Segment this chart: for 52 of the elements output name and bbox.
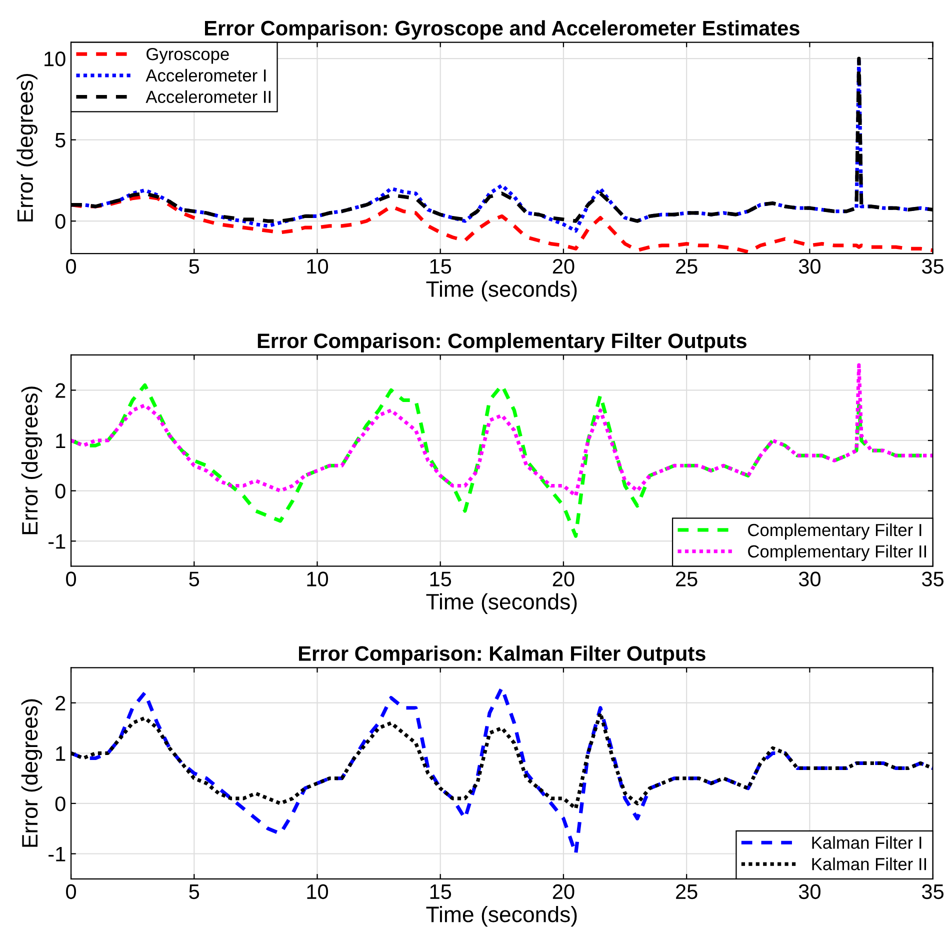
y-axis-title: Error (degrees) bbox=[21, 699, 42, 847]
x-tick-label: 10 bbox=[307, 258, 328, 274]
legend-label: Gyroscope bbox=[146, 48, 229, 64]
x-tick-label: 15 bbox=[430, 884, 452, 900]
x-tick-label: 5 bbox=[189, 259, 200, 274]
y-tick-label: 0 bbox=[55, 214, 66, 229]
legend-label: Kalman Filter II bbox=[812, 858, 926, 870]
legend-label: Accelerometer I bbox=[146, 68, 266, 82]
y-axis-title: Error (degrees) bbox=[21, 386, 42, 534]
x-tick-label: 10 bbox=[307, 884, 328, 900]
y-tick-label: 5 bbox=[55, 133, 66, 148]
legend-label: Complementary Filter II bbox=[748, 544, 926, 562]
y-tick-label: -1 bbox=[48, 846, 66, 862]
x-tick-label: 5 bbox=[189, 884, 200, 900]
chart-title: Error Comparison: Complementary Filter Outputs bbox=[258, 332, 746, 352]
x-tick-label: 25 bbox=[676, 572, 698, 586]
x-tick-label: 15 bbox=[430, 572, 452, 586]
y-tick-label: 10 bbox=[44, 52, 66, 66]
y-tick-label: 1 bbox=[56, 746, 66, 761]
x-tick-label: 30 bbox=[798, 572, 820, 586]
y-axis-title: Error (degrees) bbox=[16, 74, 38, 222]
y-tick-label: -1 bbox=[48, 534, 66, 549]
y-tick-label: 1 bbox=[56, 434, 66, 448]
x-tick-label: 0 bbox=[66, 572, 76, 586]
chart-title: Error Comparison: Gyroscope and Accelerometer Estimates bbox=[204, 20, 800, 40]
x-tick-label: 35 bbox=[922, 258, 944, 274]
y-tick-label: 0 bbox=[55, 484, 66, 499]
legend-label: Kalman Filter I bbox=[812, 836, 922, 849]
x-axis-title: Time (seconds) bbox=[426, 280, 577, 302]
x-tick-label: 20 bbox=[552, 258, 574, 274]
line-series bbox=[71, 363, 933, 498]
x-axis-title: Time (seconds) bbox=[426, 593, 577, 614]
x-tick-label: 35 bbox=[922, 884, 944, 900]
x-tick-label: 5 bbox=[189, 572, 200, 586]
x-tick-label: 10 bbox=[307, 572, 328, 586]
y-tick-label: 2 bbox=[56, 383, 66, 398]
x-axis-title: Time (seconds) bbox=[426, 906, 577, 927]
x-tick-label: 0 bbox=[66, 884, 76, 900]
y-tick-label: 2 bbox=[56, 696, 66, 710]
x-tick-label: 25 bbox=[676, 884, 698, 900]
legend-label: Complementary Filter I bbox=[748, 523, 922, 540]
x-tick-label: 15 bbox=[430, 259, 452, 274]
legend-label: Accelerometer II bbox=[146, 90, 270, 104]
x-tick-label: 20 bbox=[552, 572, 574, 586]
y-tick-label: 0 bbox=[55, 796, 66, 812]
x-tick-label: 30 bbox=[798, 884, 820, 900]
chart-title: Error Comparison: Kalman Filter Outputs bbox=[299, 646, 706, 666]
x-tick-label: 30 bbox=[798, 258, 820, 274]
x-tick-label: 35 bbox=[922, 572, 944, 586]
x-tick-label: 0 bbox=[66, 258, 76, 274]
x-tick-label: 20 bbox=[552, 884, 574, 900]
x-tick-label: 25 bbox=[676, 258, 698, 274]
